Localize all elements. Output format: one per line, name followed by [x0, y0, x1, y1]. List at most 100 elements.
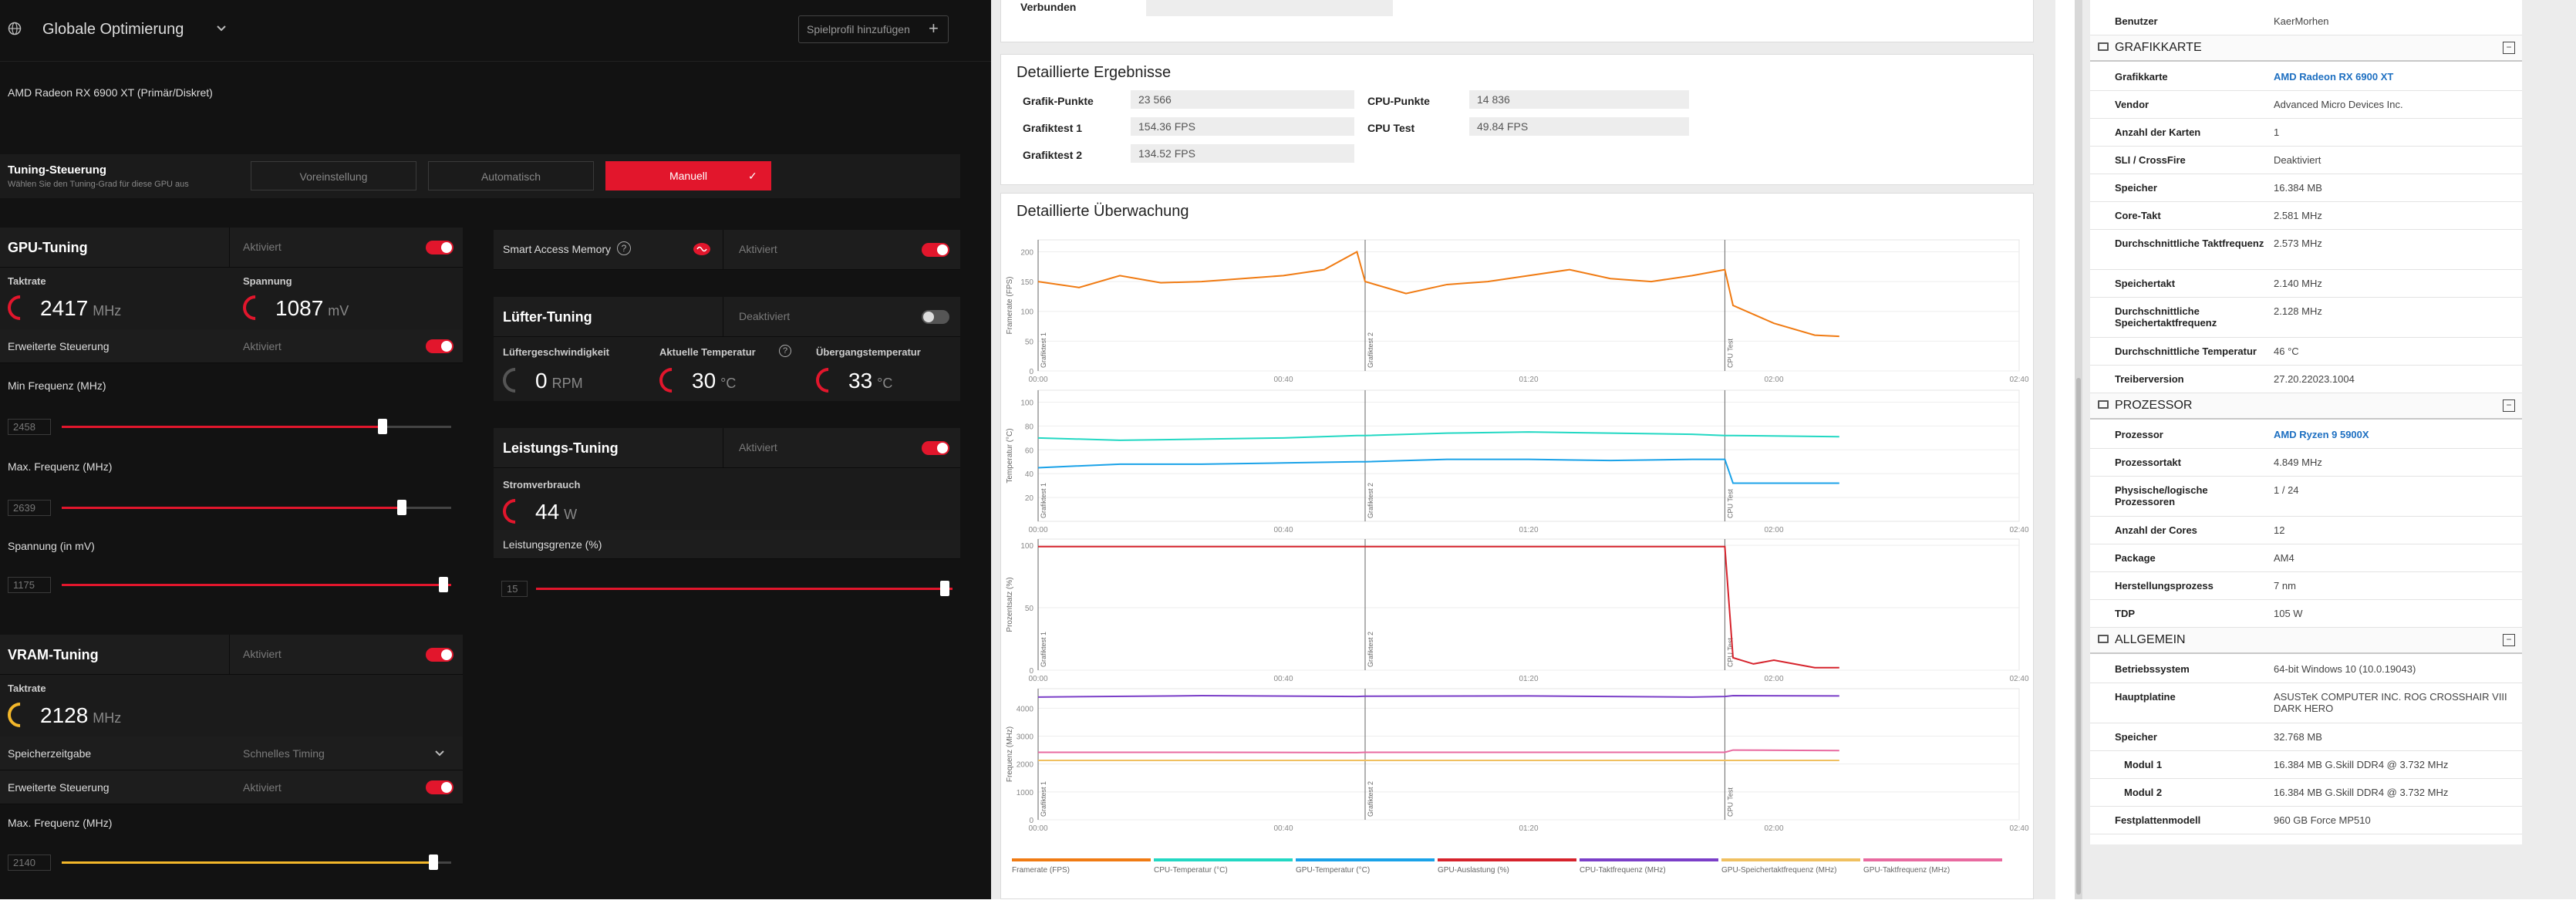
option-preset[interactable]: Voreinstellung — [251, 161, 416, 190]
info-row: Grafikkarte AMD Radeon RX 6900 XT — [2090, 63, 2522, 91]
info-value: 7 nm — [2274, 580, 2296, 592]
info-value[interactable]: AMD Radeon RX 6900 XT — [2274, 71, 2394, 83]
slider-fill — [62, 861, 432, 864]
y-tick-label: 50 — [1025, 605, 1034, 613]
info-row: Treiberversion 27.20.22023.1004 — [2090, 366, 2522, 393]
connected-value-field — [1146, 0, 1393, 16]
gpu-metrics: Taktrate 2417 MHz Spannung 1087 mV — [0, 268, 463, 329]
x-tick-label: 00:00 — [1028, 376, 1047, 384]
y-tick-label: 40 — [1025, 470, 1034, 479]
sam-toggle[interactable] — [922, 243, 949, 257]
info-key: TDP — [2115, 608, 2135, 619]
help-icon[interactable]: ? — [779, 345, 791, 357]
cpu-test-label: CPU Test — [1367, 122, 1415, 134]
section-label: Grafiktest 2 — [1367, 483, 1374, 518]
scrollbar-thumb[interactable] — [2076, 378, 2081, 895]
cpu-score-label: CPU-Punkte — [1367, 95, 1430, 107]
memory-timing-value[interactable]: Schnelles Timing — [243, 747, 325, 760]
info-key: Anzahl der Karten — [2115, 126, 2201, 138]
voltage-mv-value[interactable]: 1175 — [8, 577, 51, 593]
min-freq-value[interactable]: 2458 — [8, 419, 51, 435]
fan-metrics: Lüftergeschwindigkeit 0 RPM Aktuelle Temp… — [494, 337, 960, 401]
collapse-icon[interactable]: − — [2503, 634, 2515, 646]
info-value: 1 / 24 — [2274, 484, 2299, 496]
section-header[interactable]: GRAFIKKARTE − — [2090, 35, 2522, 62]
legend-swatch — [1296, 858, 1435, 861]
graphics-score-label: Grafik-Punkte — [1023, 95, 1094, 107]
option-manual-label: Manuell — [669, 170, 708, 182]
monitoring-title: Detaillierte Überwachung — [1017, 203, 1189, 220]
section-header[interactable]: ALLGEMEIN − — [2090, 628, 2522, 654]
voltage-mv-label: Spannung (in mV) — [8, 540, 95, 552]
vram-tuning-toggle[interactable] — [426, 648, 453, 662]
max-freq-value[interactable]: 2639 — [8, 500, 51, 516]
slider-handle[interactable] — [940, 581, 949, 596]
cpu-score-value: 14 836 — [1469, 90, 1689, 109]
info-row: Modul 1 16.384 MB G.Skill DDR4 @ 3.732 MH… — [2090, 751, 2522, 779]
section-icon — [2098, 400, 2109, 409]
section-header[interactable]: PROZESSOR − — [2090, 393, 2522, 420]
info-row: SLI / CrossFire Deaktiviert — [2090, 147, 2522, 174]
slider-handle[interactable] — [378, 419, 388, 434]
legend-label: Framerate (FPS) — [1012, 866, 1070, 875]
info-key: Hauptplatine — [2115, 691, 2176, 703]
temp-label: Aktuelle Temperatur — [659, 346, 756, 358]
legend-label: GPU-Temperatur (°C) — [1296, 866, 1370, 875]
vram-tuning-panel: VRAM-Tuning Aktiviert Taktrate 2128 MHz S… — [0, 635, 463, 885]
slider-handle[interactable] — [428, 854, 438, 870]
gpu-tuning-panel: GPU-Tuning Aktiviert Taktrate 2417 MHz Sp… — [0, 228, 463, 629]
info-value: 4.849 MHz — [2274, 457, 2322, 468]
info-value: ASUSTeK COMPUTER INC. ROG CROSSHAIR VIII… — [2274, 691, 2507, 714]
chevron-down-icon[interactable] — [216, 25, 227, 32]
legend-swatch — [1438, 858, 1576, 861]
vram-max-freq-value[interactable]: 2140 — [8, 854, 51, 871]
fan-tuning-toggle[interactable] — [922, 310, 949, 324]
slider-track — [381, 426, 451, 428]
info-value: KaerMorhen — [2274, 15, 2329, 27]
chart-plot-area — [1037, 239, 2020, 372]
x-tick-label: 02:40 — [2009, 675, 2028, 683]
legend-label: GPU-Taktfrequenz (MHz) — [1863, 866, 1950, 875]
info-value: 32.768 MB — [2274, 731, 2322, 743]
cpu-test-value: 49.84 FPS — [1469, 117, 1689, 136]
chevron-down-icon[interactable] — [434, 750, 445, 757]
x-tick-label: 02:00 — [1764, 376, 1783, 384]
add-profile-button[interactable]: Spielprofil hinzufügen + — [798, 15, 949, 43]
slider-handle[interactable] — [439, 577, 448, 592]
vram-advanced-toggle[interactable] — [426, 780, 453, 794]
info-value: Advanced Micro Devices Inc. — [2274, 99, 2403, 110]
x-tick-label: 02:40 — [2009, 526, 2028, 534]
info-row: Durchschnittliche Taktfrequenz 2.573 MHz — [2090, 230, 2522, 270]
collapse-icon[interactable]: − — [2503, 399, 2515, 412]
series-line — [1037, 250, 1839, 338]
option-manual[interactable]: Manuell ✓ — [605, 161, 771, 190]
option-automatic[interactable]: Automatisch — [428, 161, 594, 190]
slider-handle[interactable] — [397, 500, 407, 515]
gpu-advanced-toggle[interactable] — [426, 339, 453, 353]
gpu-clock-value: 2417 MHz — [40, 296, 122, 320]
x-tick-label: 02:00 — [1764, 526, 1783, 534]
y-tick-label: 60 — [1025, 447, 1034, 455]
y-tick-label: 50 — [1025, 338, 1034, 346]
profile-title[interactable]: Globale Optimierung — [42, 21, 184, 38]
scrollbar[interactable] — [2075, 0, 2082, 899]
info-key: Festplattenmodell — [2115, 814, 2201, 826]
series-line — [1037, 458, 1839, 484]
gpu-advanced-row: Erweiterte Steuerung Aktiviert — [0, 329, 463, 363]
info-key: Speicher — [2115, 731, 2157, 743]
help-icon[interactable]: ? — [617, 241, 631, 255]
sam-row: Smart Access Memory ? Aktiviert — [494, 230, 960, 270]
power-tuning-toggle[interactable] — [922, 441, 949, 455]
gpu-tuning-toggle[interactable] — [426, 241, 453, 254]
section-icon — [2098, 42, 2109, 51]
section-label: Grafiktest 1 — [1040, 632, 1047, 667]
info-value[interactable]: AMD Ryzen 9 5900X — [2274, 429, 2369, 440]
sam-title: Smart Access Memory — [503, 243, 612, 255]
info-value: Deaktiviert — [2274, 154, 2321, 166]
vram-max-freq-label: Max. Frequenz (MHz) — [8, 817, 113, 829]
memory-timing-row[interactable]: Speicherzeitgabe Schnelles Timing — [0, 737, 463, 770]
section-label: CPU Test — [1726, 489, 1734, 518]
collapse-icon[interactable]: − — [2503, 42, 2515, 54]
power-limit-value[interactable]: 15 — [501, 581, 528, 597]
